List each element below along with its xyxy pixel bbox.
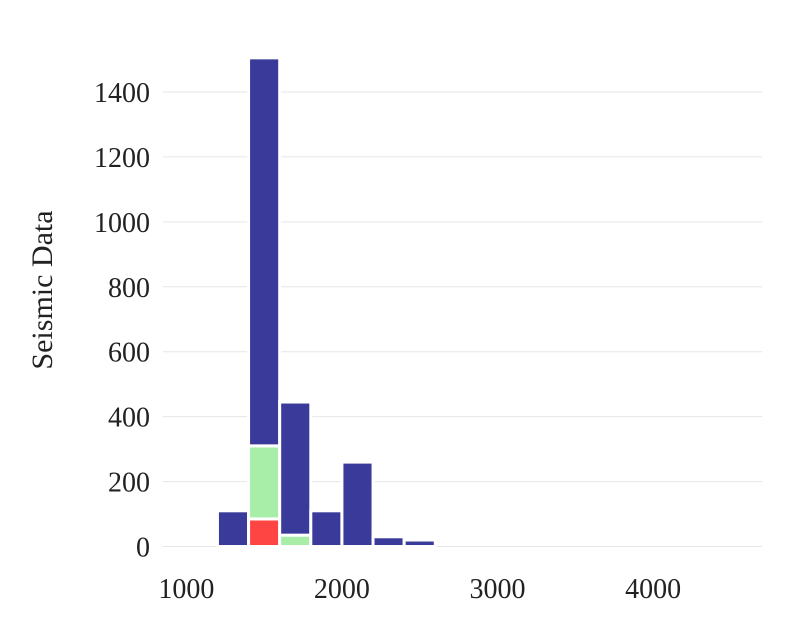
y-tick-label: 200 bbox=[108, 468, 150, 499]
y-tick-label: 800 bbox=[108, 273, 150, 304]
y-tick-label: 1200 bbox=[94, 143, 150, 174]
bar-segment-series-2-bin-2 bbox=[278, 400, 313, 537]
bar-segment-series-1-bin-1 bbox=[247, 444, 282, 521]
bar-segment-series-2-bin-1 bbox=[247, 56, 282, 448]
bar-segment-series-2-bin-3 bbox=[309, 509, 344, 549]
tick-labels: 0 200 400 600 800 1000 1200 1400 1000 2000 3000 400… bbox=[94, 78, 681, 605]
x-tick-label: 3000 bbox=[470, 574, 526, 605]
x-tick-label: 2000 bbox=[314, 574, 370, 605]
bar-segment-series-2-bin-4 bbox=[340, 460, 375, 549]
bar-segment-series-2-bin-0 bbox=[215, 509, 251, 549]
y-tick-label: 1000 bbox=[94, 208, 150, 239]
y-tick-label: 1400 bbox=[94, 78, 150, 109]
x-tick-label: 1000 bbox=[158, 574, 214, 605]
bar-segment-series-2-bin-5 bbox=[371, 535, 406, 549]
bar-segment-series-1-bin-2 bbox=[278, 533, 313, 549]
y-tick-label: 400 bbox=[108, 403, 150, 434]
bars bbox=[215, 56, 437, 549]
x-tick-label: 4000 bbox=[625, 574, 681, 605]
y-tick-label: 600 bbox=[108, 338, 150, 369]
y-tick-label: 0 bbox=[136, 533, 150, 564]
bar-segment-series-2-bin-6 bbox=[402, 538, 437, 549]
bar-segment-series-0-bin-1 bbox=[247, 517, 282, 549]
y-axis-label: Seismic Data bbox=[26, 210, 59, 369]
